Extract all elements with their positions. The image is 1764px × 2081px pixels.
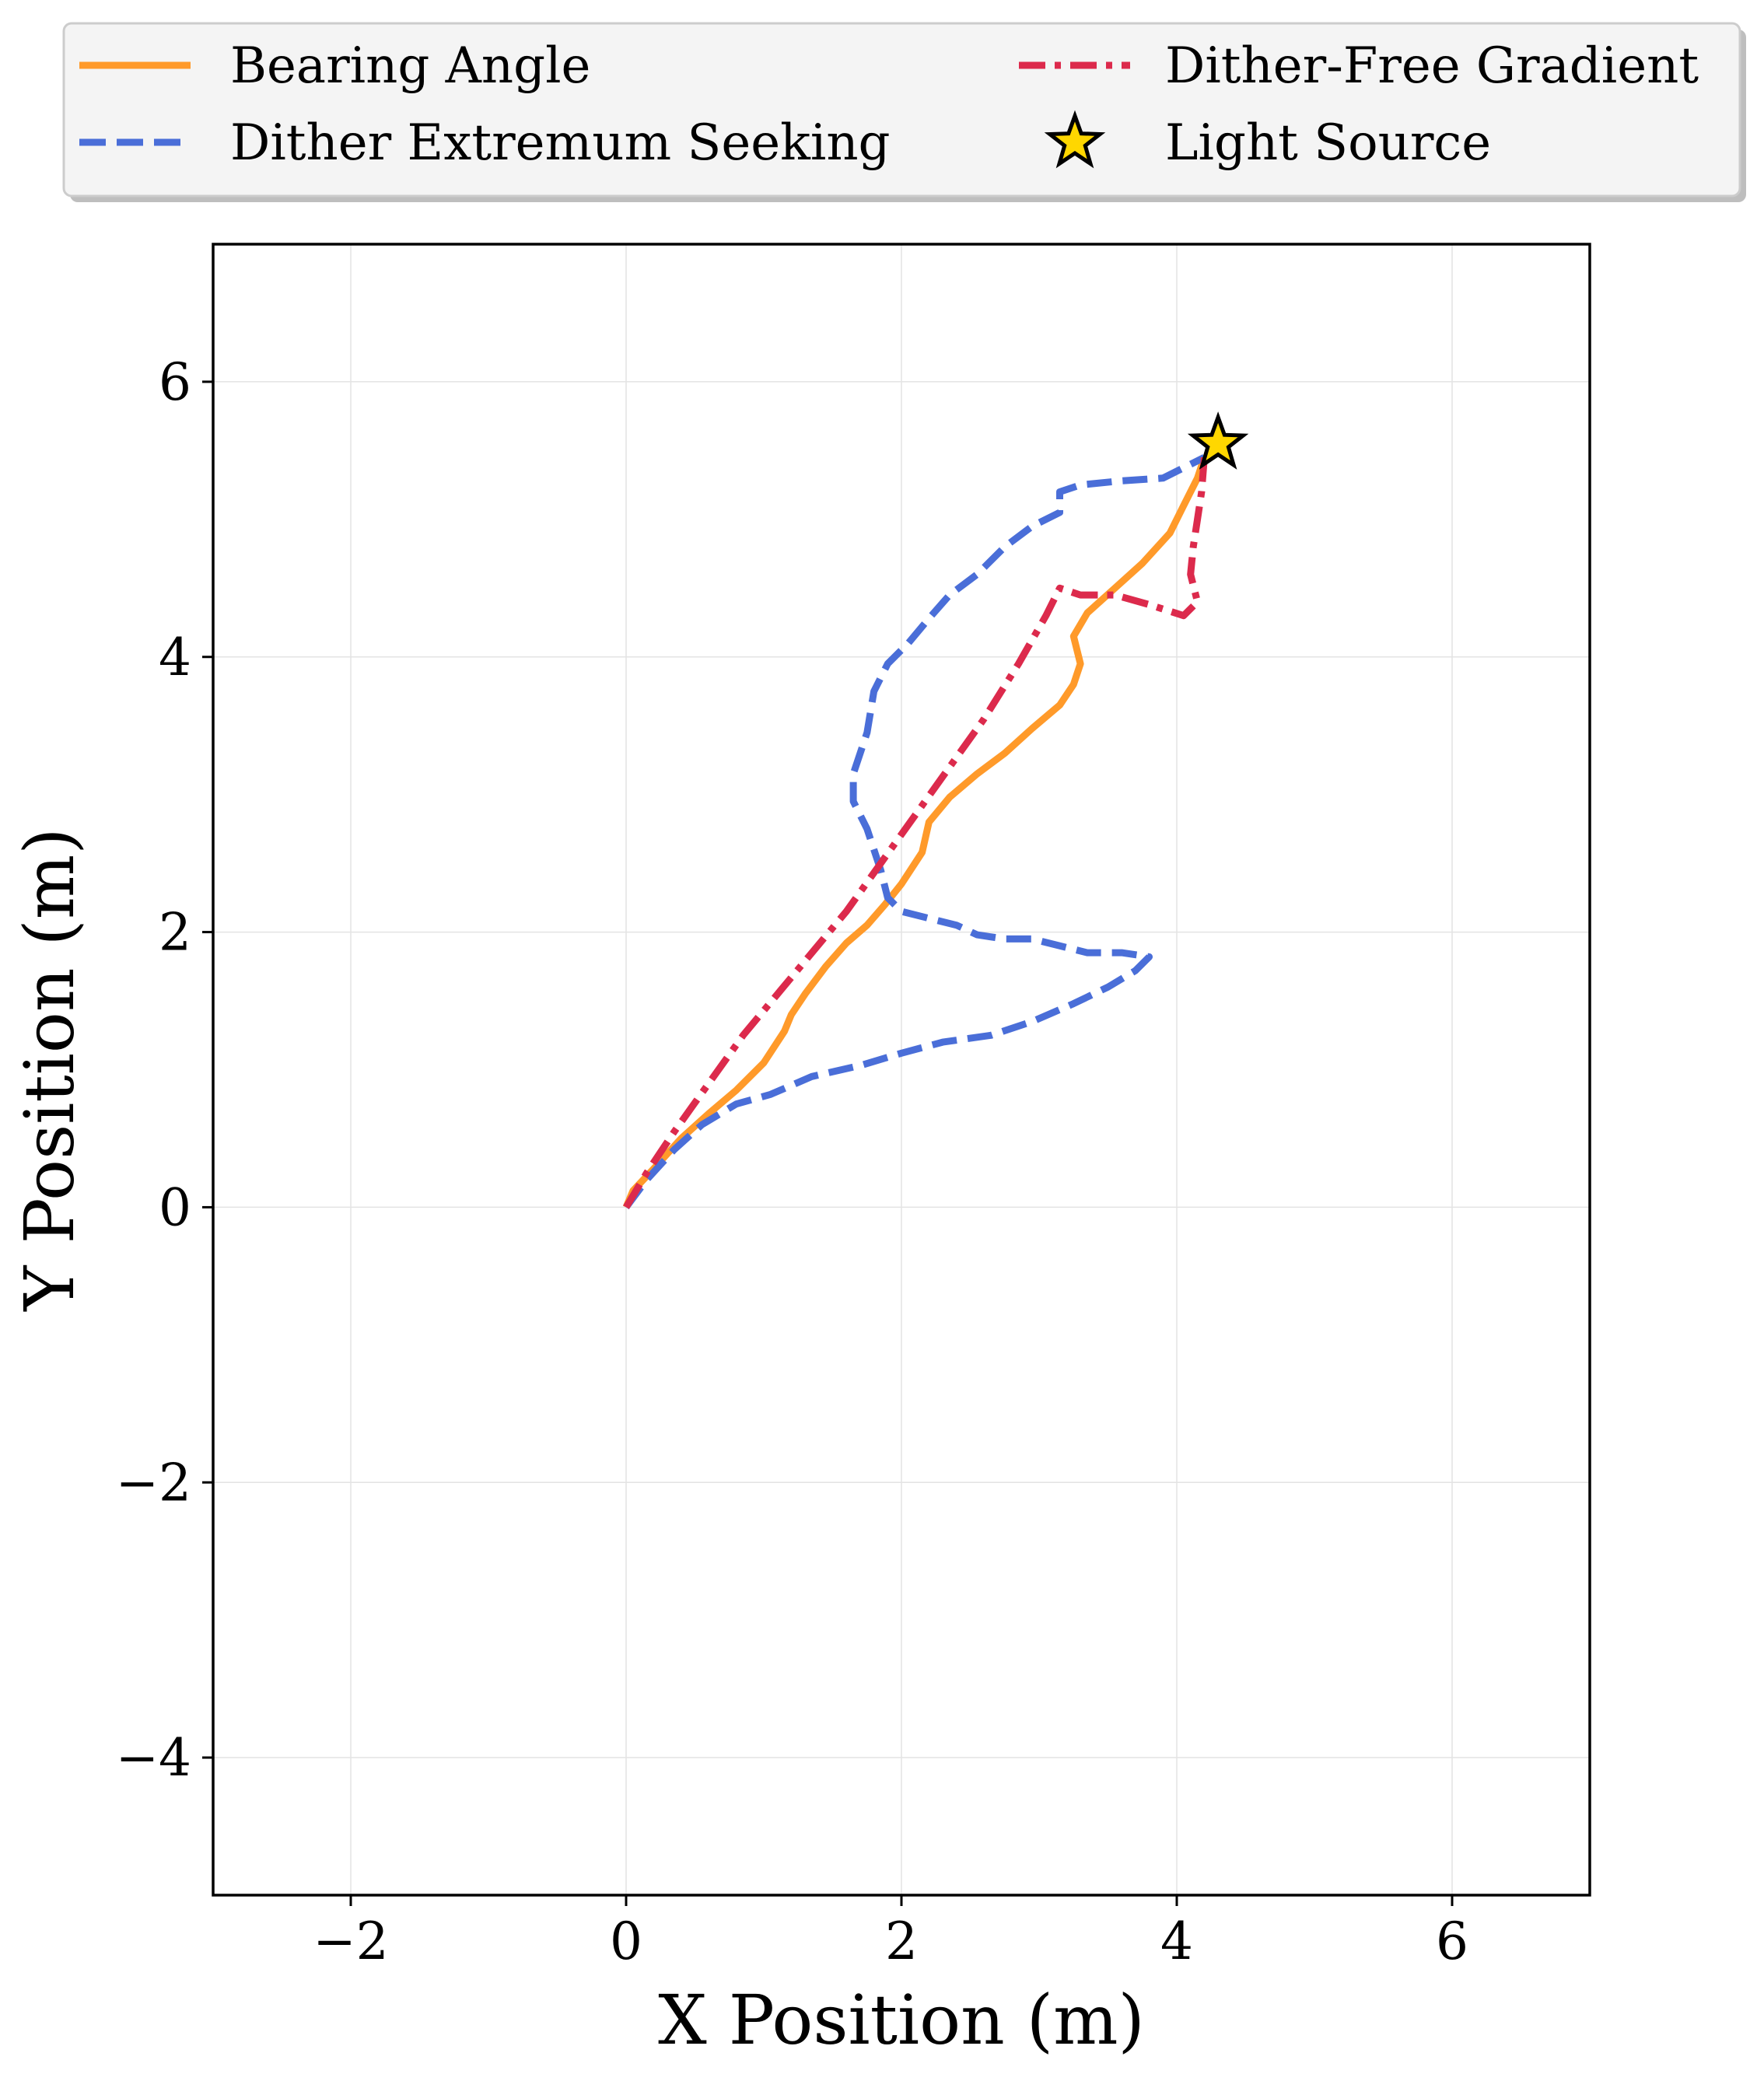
legend: Bearing Angle Dither Extremum Seeking Di… [62, 22, 1746, 202]
y-tick-label: −2 [116, 1453, 191, 1513]
x-tick-label: 6 [1436, 1911, 1468, 1971]
y-tick-label: −4 [116, 1728, 191, 1788]
marker-layer [1187, 411, 1249, 470]
x-axis-title: X Position (m) [658, 1980, 1145, 2060]
y-tick-label: 6 [159, 352, 191, 412]
legend-label-dither-extremum-seeking: Dither Extremum Seeking [230, 114, 891, 172]
x-tick-label: 0 [610, 1911, 642, 1971]
y-axis-title: Y Position (m) [9, 827, 89, 1311]
light-source-star-icon [1187, 411, 1249, 470]
ticks: −2 0 2 4 6 −4 −2 0 2 4 6 [116, 352, 1468, 1971]
x-tick-label: 2 [885, 1911, 918, 1971]
legend-label-light-source: Light Source [1165, 114, 1491, 172]
series-line-dither-extremum-seeking [623, 454, 1206, 1210]
legend-box [62, 22, 1741, 198]
series-layer [622, 454, 1208, 1210]
grid [213, 244, 1590, 1895]
legend-star-icon [1044, 110, 1106, 169]
y-tick-label: 2 [159, 903, 191, 963]
y-tick-label: 4 [159, 628, 191, 687]
legend-label-dither-free-gradient: Dither-Free Gradient [1165, 37, 1699, 95]
x-tick-label: −2 [313, 1911, 388, 1971]
series-line-dither-free-gradient [623, 456, 1208, 1209]
legend-label-bearing-angle: Bearing Angle [230, 37, 590, 95]
y-tick-label: 0 [159, 1177, 191, 1237]
x-tick-label: 4 [1160, 1911, 1193, 1971]
